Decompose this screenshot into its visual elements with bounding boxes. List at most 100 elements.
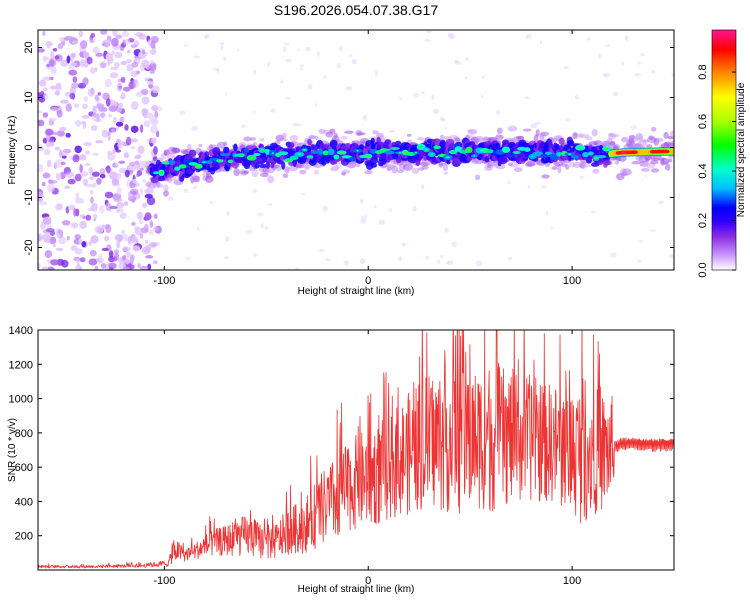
track-halo [334,164,342,169]
noise-blob [399,96,403,100]
noise-blob [68,69,78,76]
noise-blob [48,58,57,68]
noise-blob [60,99,69,104]
noise-blob [116,240,121,249]
noise-blob [54,90,60,96]
noise-blob [111,37,119,47]
noise-blob [149,220,154,228]
track-peak-core [424,148,429,151]
noise-blob [88,240,93,246]
noise-blob [524,96,530,99]
noise-blob [132,245,141,252]
snr-y-tick-label: 1000 [9,394,33,406]
noise-blob [149,49,157,55]
noise-blob [108,267,114,270]
noise-blob [151,105,159,112]
noise-blob [115,125,120,131]
noise-blob [151,118,159,126]
noise-blob [75,192,80,200]
noise-blob [124,38,131,44]
noise-blob [141,202,148,208]
noise-blob [111,128,115,133]
noise-blob [56,258,65,266]
track-halo [314,135,319,141]
noise-blob [38,234,42,242]
noise-blob [89,39,95,43]
noise-blob [219,41,225,46]
noise-blob [149,242,158,247]
noise-blob [121,30,129,38]
noise-blob [100,62,106,69]
noise-blob [62,148,72,154]
noise-blob [268,203,273,206]
noise-blob [480,94,484,99]
noise-blob [54,203,62,211]
noise-blob [73,208,77,217]
track-body [446,159,451,165]
track-peak-core [286,159,291,162]
spectrogram-y-tick-label: 20 [23,41,35,53]
track-peak [549,153,558,160]
noise-blob [605,44,611,47]
track-peak [384,150,395,155]
noise-blob [123,201,129,206]
noise-blob [100,112,106,118]
noise-blob [602,73,608,76]
noise-blob [38,110,43,114]
track-halo [243,170,249,175]
noise-blob [144,239,149,245]
track-halo [557,165,562,174]
track-peak-core [366,155,370,158]
noise-blob [440,116,445,121]
noise-blob [586,37,591,41]
snr-x-tick-label: -100 [153,575,175,587]
noise-blob [183,188,189,193]
noise-blob [525,33,532,39]
noise-blob [134,160,140,166]
noise-blob [94,118,102,123]
noise-blob [115,34,123,39]
track-halo [645,157,650,162]
noise-blob [236,49,239,52]
track-peak [183,158,193,164]
noise-blob [106,55,114,64]
noise-blob [140,124,144,134]
noise-blob [89,176,95,181]
noise-blob [137,263,141,269]
noise-blob [285,58,293,63]
noise-blob [141,108,149,115]
noise-blob [104,191,114,199]
noise-blob [81,241,87,248]
noise-blob [82,77,89,86]
track-body [394,140,402,146]
noise-blob [139,48,146,55]
track-halo [610,141,616,146]
noise-blob [74,248,83,255]
noise-blob [61,155,67,159]
track-body [384,139,391,145]
track-halo [299,169,307,175]
noise-blob [351,58,358,65]
noise-blob [590,210,596,213]
noise-blob [122,266,130,270]
noise-blob [412,205,417,212]
track-halo [565,161,576,168]
track-peak [243,147,249,153]
track-halo [591,128,598,137]
noise-blob [107,132,111,142]
track-halo [510,137,520,143]
track-peak-core [165,161,168,164]
track-peak-core [356,149,359,152]
noise-blob [79,220,87,229]
track-halo [282,173,289,179]
colorbar-gradient [712,30,736,270]
track-halo [402,160,409,167]
noise-blob [129,188,139,195]
noise-blob [223,256,230,260]
noise-blob [38,147,45,151]
track-halo [391,165,399,174]
noise-blob [101,129,108,138]
tail-mark [669,149,674,154]
noise-blob [401,242,406,247]
noise-blob [111,50,115,55]
